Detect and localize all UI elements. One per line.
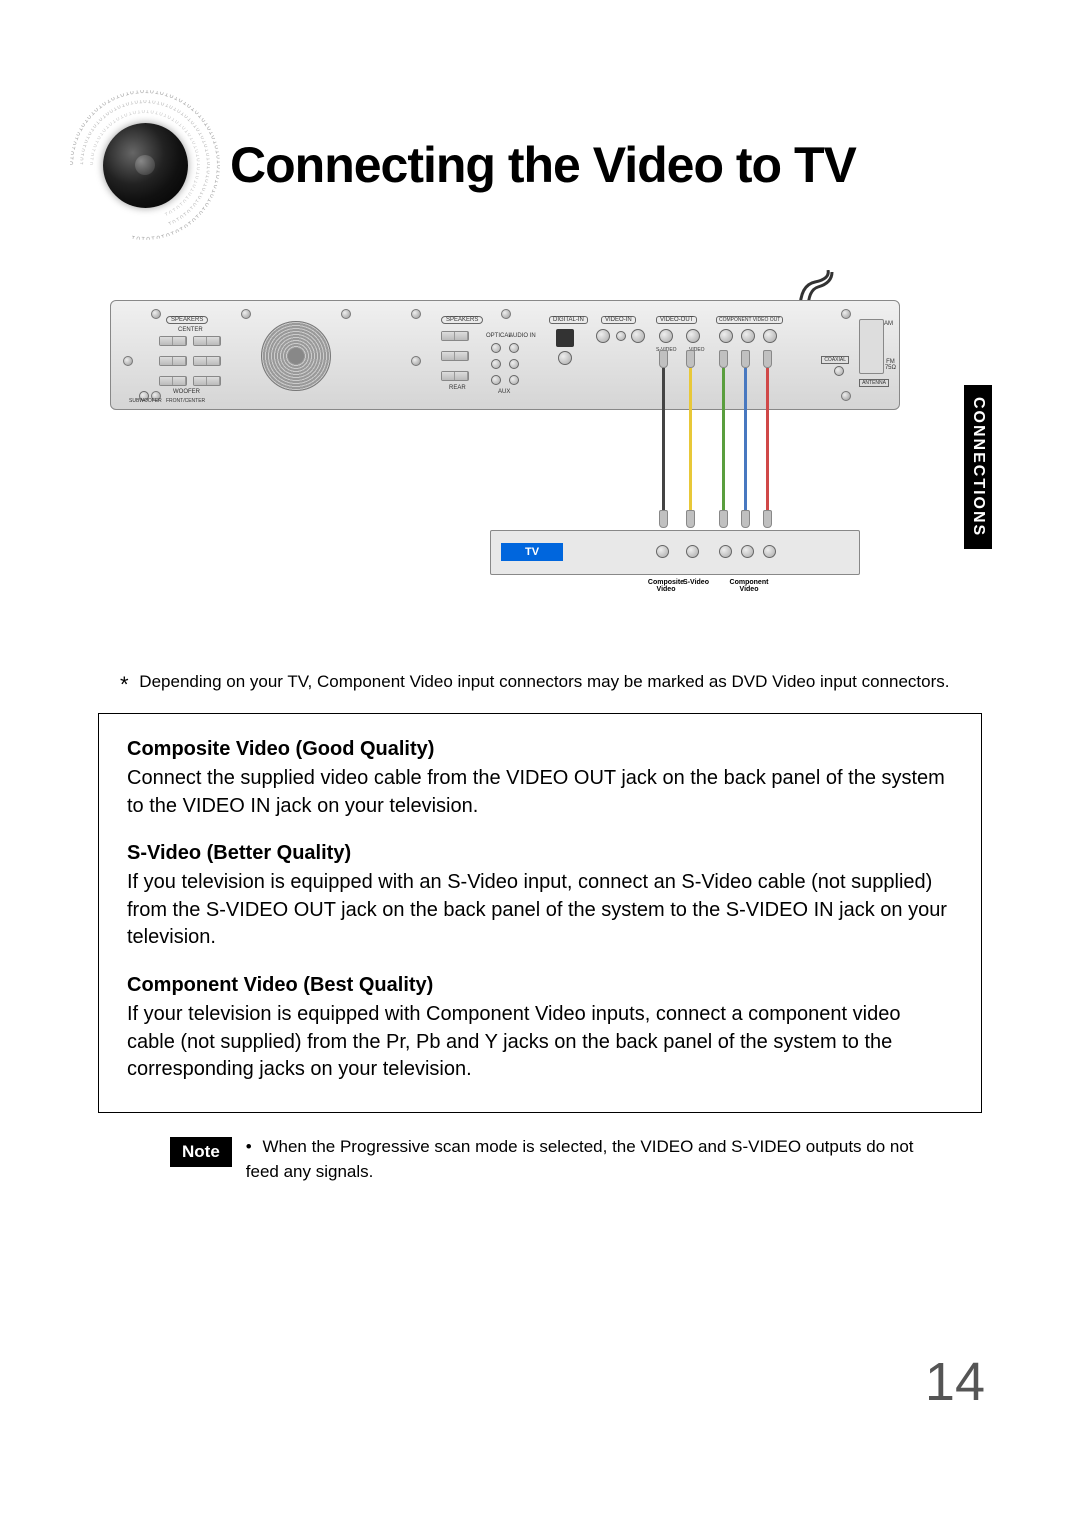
- label-antenna: ANTENNA: [859, 379, 889, 387]
- label-component-tv: Component Video: [719, 579, 779, 593]
- label-svideo-tv: S-Video: [676, 579, 716, 586]
- label-video-in: VIDEO-IN: [601, 316, 636, 324]
- label-component-out: COMPONENT VIDEO OUT: [716, 316, 783, 324]
- info-section-component: Component Video (Best Quality) If your t…: [127, 974, 953, 1084]
- note-body: When the Progressive scan mode is select…: [246, 1137, 914, 1181]
- info-section-svideo: S-Video (Better Quality) If you televisi…: [127, 842, 953, 952]
- label-fm: FM 75Ω: [885, 359, 896, 371]
- label-audio-in: AUDIO IN: [509, 333, 536, 339]
- page-header: 0101010101010101010101010101010101010101…: [70, 90, 856, 240]
- connection-diagram: SPEAKERS CENTER WOOFER SUBWOOFER FRONT/C…: [110, 300, 900, 580]
- info-body: Connect the supplied video cable from th…: [127, 765, 953, 820]
- label-aux: AUX: [498, 389, 510, 395]
- label-digital-in: DIGITAL-IN: [549, 316, 588, 324]
- note-row: Note • When the Progressive scan mode is…: [170, 1135, 950, 1184]
- info-title: Component Video (Best Quality): [127, 974, 953, 997]
- label-speakers: SPEAKERS: [166, 316, 208, 324]
- label-video-out: VIDEO-OUT: [656, 316, 697, 324]
- device-rear-panel: SPEAKERS CENTER WOOFER SUBWOOFER FRONT/C…: [110, 300, 900, 410]
- note-badge: Note: [170, 1137, 232, 1167]
- asterisk-icon: *: [120, 672, 129, 697]
- label-coaxial: COAXIAL: [821, 356, 849, 364]
- info-box: Composite Video (Good Quality) Connect t…: [98, 713, 982, 1113]
- label-am: AM: [884, 321, 893, 327]
- info-title: Composite Video (Good Quality): [127, 738, 953, 761]
- page-number: 14: [925, 1351, 985, 1413]
- speaker-decorative-icon: 0101010101010101010101010101010101010101…: [70, 90, 220, 240]
- bullet-icon: •: [246, 1137, 252, 1156]
- info-title: S-Video (Better Quality): [127, 842, 953, 865]
- info-body: If your television is equipped with Comp…: [127, 1001, 953, 1084]
- info-section-composite: Composite Video (Good Quality) Connect t…: [127, 738, 953, 820]
- tv-label: TV: [501, 543, 563, 561]
- asterisk-text: Depending on your TV, Component Video in…: [139, 672, 949, 691]
- tv-box: TV Composite Video S-Video Component Vid…: [490, 530, 860, 575]
- label-front-center: FRONT/CENTER: [166, 398, 205, 404]
- asterisk-note: * Depending on your TV, Component Video …: [120, 670, 990, 701]
- section-tab: CONNECTIONS: [964, 385, 992, 549]
- label-woofer: WOOFER: [173, 389, 200, 395]
- label-rear: REAR: [449, 385, 466, 391]
- label-center: CENTER: [178, 327, 203, 333]
- page-title: Connecting the Video to TV: [230, 136, 856, 194]
- info-body: If you television is equipped with an S-…: [127, 869, 953, 952]
- label-subwoofer: SUBWOOFER: [129, 398, 162, 404]
- label-optical: OPTICAL: [486, 333, 512, 339]
- note-text: • When the Progressive scan mode is sele…: [246, 1135, 950, 1184]
- label-speakers-2: SPEAKERS: [441, 316, 483, 324]
